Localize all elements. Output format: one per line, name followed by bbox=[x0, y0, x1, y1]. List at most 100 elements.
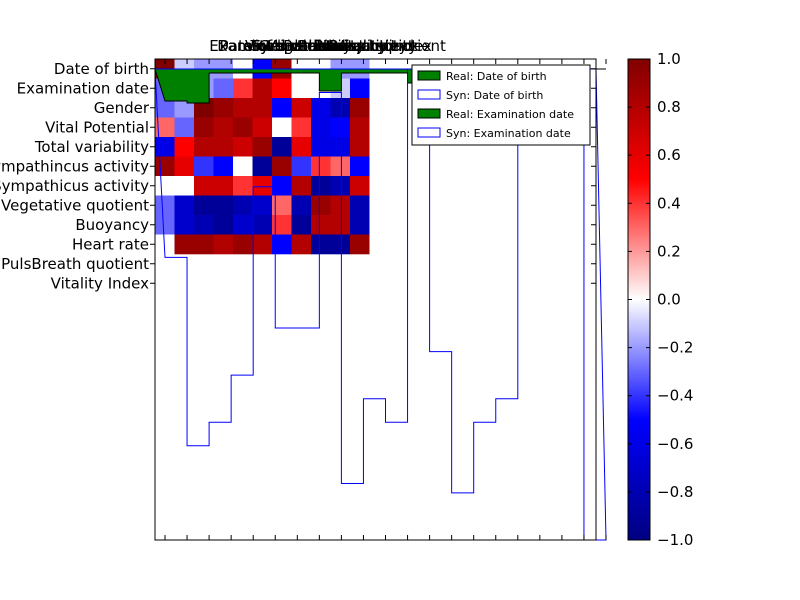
heatmap-cell bbox=[291, 195, 312, 216]
heatmap-cell bbox=[174, 156, 195, 177]
heatmap-cell bbox=[330, 215, 351, 235]
heatmap-cell bbox=[252, 78, 273, 99]
x-tick-label: Gender bbox=[259, 37, 315, 55]
y-tick-label: Sympathicus activity bbox=[0, 177, 149, 195]
x-tick-label: Vegetative quotient bbox=[266, 37, 414, 55]
heatmap-cell bbox=[291, 234, 312, 255]
heatmap-cell bbox=[350, 98, 370, 118]
heatmap-cell bbox=[291, 137, 312, 157]
heatmap-cell bbox=[174, 117, 195, 138]
x-tick-label: Vitality Index bbox=[334, 37, 432, 55]
colorbar-tick-label: 0.0 bbox=[657, 291, 681, 309]
y-tick-label: Buoyancy bbox=[75, 216, 149, 234]
legend-swatch bbox=[417, 89, 441, 100]
heatmap-cell bbox=[155, 176, 175, 196]
heatmap-cell bbox=[369, 117, 390, 138]
heatmap-cell bbox=[174, 234, 195, 255]
colorbar-tick-label: 0.2 bbox=[657, 242, 681, 260]
heatmap-cell bbox=[311, 137, 331, 157]
heatmap-cell bbox=[233, 78, 253, 99]
legend: Real: Date of birth Syn: Date of birth Rea… bbox=[411, 64, 591, 146]
x-tick-label: Date of birth bbox=[217, 37, 312, 55]
heatmap-cell bbox=[291, 176, 312, 196]
heatmap-cell bbox=[194, 176, 214, 196]
heatmap-cell bbox=[233, 98, 253, 118]
heatmap-cell bbox=[213, 98, 234, 118]
heatmap-cell bbox=[272, 215, 292, 235]
heatmap-cell bbox=[252, 98, 273, 118]
heatmap-cell bbox=[369, 234, 390, 255]
heatmap-cell bbox=[350, 156, 370, 177]
heatmap-cell bbox=[272, 98, 292, 118]
legend-label: Syn: Date of birth bbox=[446, 89, 543, 102]
heatmap-cell bbox=[213, 78, 234, 99]
heatmap-cell bbox=[311, 195, 331, 216]
heatmap-cell bbox=[272, 176, 292, 196]
legend-swatch bbox=[417, 108, 441, 119]
heatmap-cell bbox=[291, 215, 312, 235]
heatmap-cell bbox=[194, 234, 214, 255]
heatmap-cell bbox=[194, 156, 214, 177]
y-tick-label: Heart rate bbox=[72, 235, 149, 253]
heatmap-cells bbox=[155, 59, 390, 255]
y-tick-label: Gender bbox=[94, 99, 150, 117]
colorbar-ticks: 1.0 0.8 0.6 0.4 0.2 0.0 −0.2 −0.4 −0.6 −0.8 −1.0 bbox=[628, 50, 693, 549]
heatmap-cell bbox=[155, 215, 175, 235]
heatmap-cell bbox=[350, 78, 370, 99]
colorbar-tick-label: −0.4 bbox=[657, 387, 693, 405]
heatmap-cell bbox=[252, 176, 273, 196]
heatmap-cell bbox=[272, 137, 292, 157]
legend-label: Real: Date of birth bbox=[446, 70, 547, 83]
heatmap-cell bbox=[369, 98, 390, 118]
heatmap-cell bbox=[252, 195, 273, 216]
legend-swatch bbox=[417, 70, 441, 81]
plot-frame bbox=[154, 58, 597, 541]
colorbar-tick-label: 0.4 bbox=[657, 194, 681, 212]
heatmap-cell bbox=[311, 234, 331, 255]
heatmap-cell bbox=[233, 176, 253, 196]
heatmap-cell bbox=[155, 156, 175, 177]
heatmap-cell bbox=[369, 137, 390, 157]
heatmap-cell bbox=[155, 137, 175, 157]
x-tick-label: Buoyancy bbox=[314, 37, 388, 55]
colorbar-tick-label: −0.8 bbox=[657, 483, 693, 501]
heatmap-cell bbox=[291, 78, 312, 99]
x-tick-label: Sympathicus activity bbox=[251, 37, 408, 55]
heatmap-cell bbox=[311, 176, 331, 196]
heatmap-cell bbox=[311, 98, 331, 118]
heatmap-cell bbox=[272, 156, 292, 177]
y-tick-label: Vegetative quotient bbox=[1, 196, 149, 214]
heatmap-cell bbox=[213, 234, 234, 255]
heatmap-cell bbox=[252, 137, 273, 157]
x-tick-label: Heart rate bbox=[323, 37, 400, 55]
colorbar-tick-label: −0.6 bbox=[657, 435, 693, 453]
heatmap-cell bbox=[350, 195, 370, 216]
heatmap-cell bbox=[330, 98, 351, 118]
heatmap-cell bbox=[369, 195, 390, 216]
x-tick-label: Parasympathincus activity bbox=[220, 37, 418, 55]
heatmap-cell bbox=[330, 234, 351, 255]
heatmap-cell bbox=[350, 234, 370, 255]
heatmap-cell bbox=[350, 215, 370, 235]
heatmap-cell bbox=[194, 117, 214, 138]
colorbar-tick-label: 0.6 bbox=[657, 146, 681, 164]
heatmap-cell bbox=[369, 176, 390, 196]
heatmap-cell bbox=[350, 137, 370, 157]
heatmap-cell bbox=[330, 156, 351, 177]
heatmap-cell bbox=[155, 117, 175, 138]
heatmap-cell bbox=[194, 195, 214, 216]
x-tick-label: Vital Potential bbox=[245, 37, 349, 55]
heatmap-cell bbox=[155, 98, 175, 118]
heatmap-cell bbox=[311, 215, 331, 235]
heatmap-cell bbox=[213, 176, 234, 196]
heatmap-cell bbox=[213, 117, 234, 138]
y-tick-label: Vitality Index bbox=[51, 274, 149, 292]
heatmap-cell bbox=[252, 215, 273, 235]
y-tick-label: PulsBreath quotient bbox=[1, 255, 149, 273]
legend-box bbox=[411, 64, 591, 146]
y-tick-label: Vital Potential bbox=[45, 118, 149, 136]
heatmap-cell bbox=[213, 215, 234, 235]
